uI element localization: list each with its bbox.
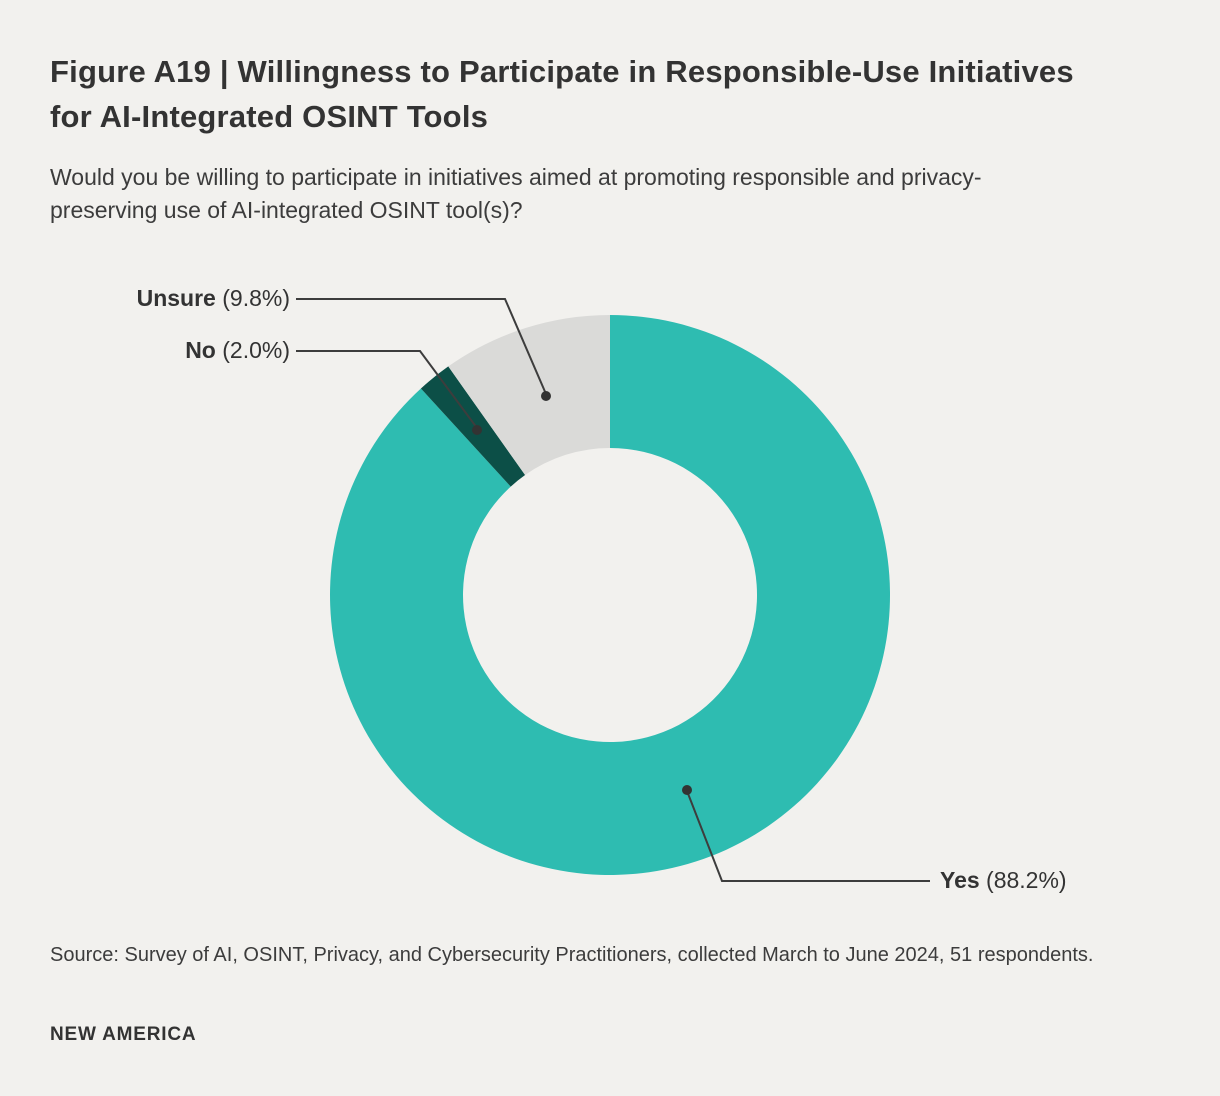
callout-yes-label: Yes <box>940 867 980 893</box>
figure-subtitle: Would you be willing to participate in i… <box>50 164 982 223</box>
callout-no-value: (2.0%) <box>222 337 290 363</box>
donut-slices <box>330 315 891 875</box>
leader-dot-yes <box>682 785 692 795</box>
callout-no: No (2.0%) <box>185 337 290 364</box>
callout-yes: Yes (88.2%) <box>940 867 1067 894</box>
callout-yes-value: (88.2%) <box>986 867 1067 893</box>
figure-title: Figure A19 | Willingness to Participate … <box>50 54 1074 134</box>
leader-line-unsure <box>296 298 547 395</box>
leader-dots <box>472 391 692 795</box>
leader-dot-no <box>472 425 482 435</box>
donut-segment-no <box>420 366 526 487</box>
brand-logo: NEW AMERICA <box>50 1024 197 1045</box>
leader-lines <box>296 298 930 882</box>
leader-dot-unsure <box>541 391 551 401</box>
callout-unsure: Unsure (9.8%) <box>137 285 290 312</box>
leader-line-yes <box>686 790 930 882</box>
callout-unsure-label: Unsure <box>136 285 216 311</box>
donut-segment-unsure <box>448 315 610 475</box>
donut-segment-yes <box>330 315 891 875</box>
source-note: Source: Survey of AI, OSINT, Privacy, an… <box>50 944 1094 966</box>
callout-no-label: No <box>185 337 216 363</box>
callout-unsure-value: (9.8%) <box>222 285 290 311</box>
leader-line-no <box>296 350 478 429</box>
